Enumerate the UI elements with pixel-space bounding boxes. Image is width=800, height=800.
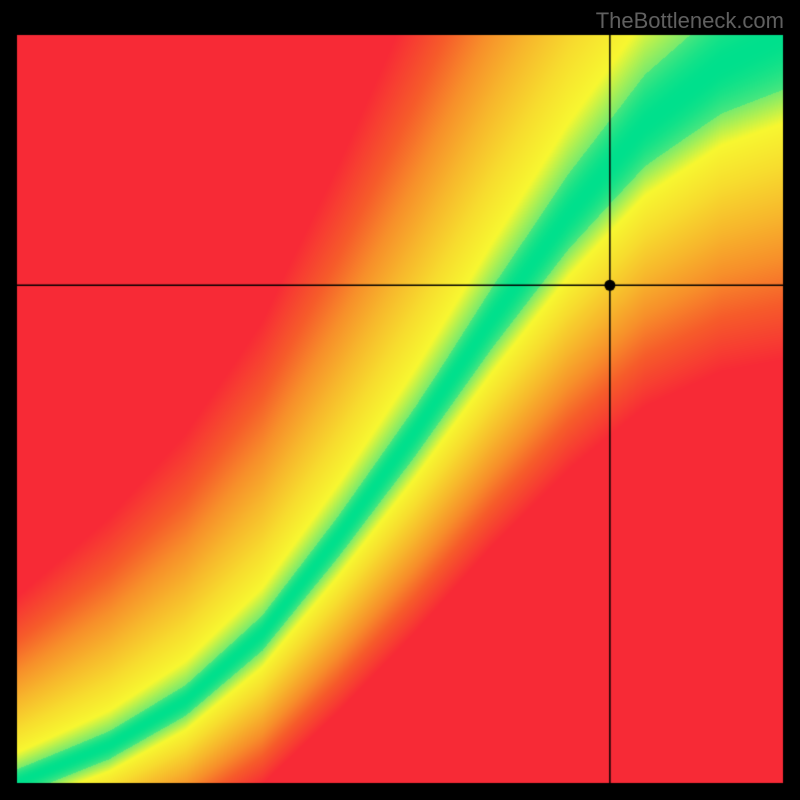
chart-container: TheBottleneck.com — [0, 0, 800, 800]
watermark-text: TheBottleneck.com — [596, 8, 784, 34]
bottleneck-heatmap — [0, 0, 800, 800]
